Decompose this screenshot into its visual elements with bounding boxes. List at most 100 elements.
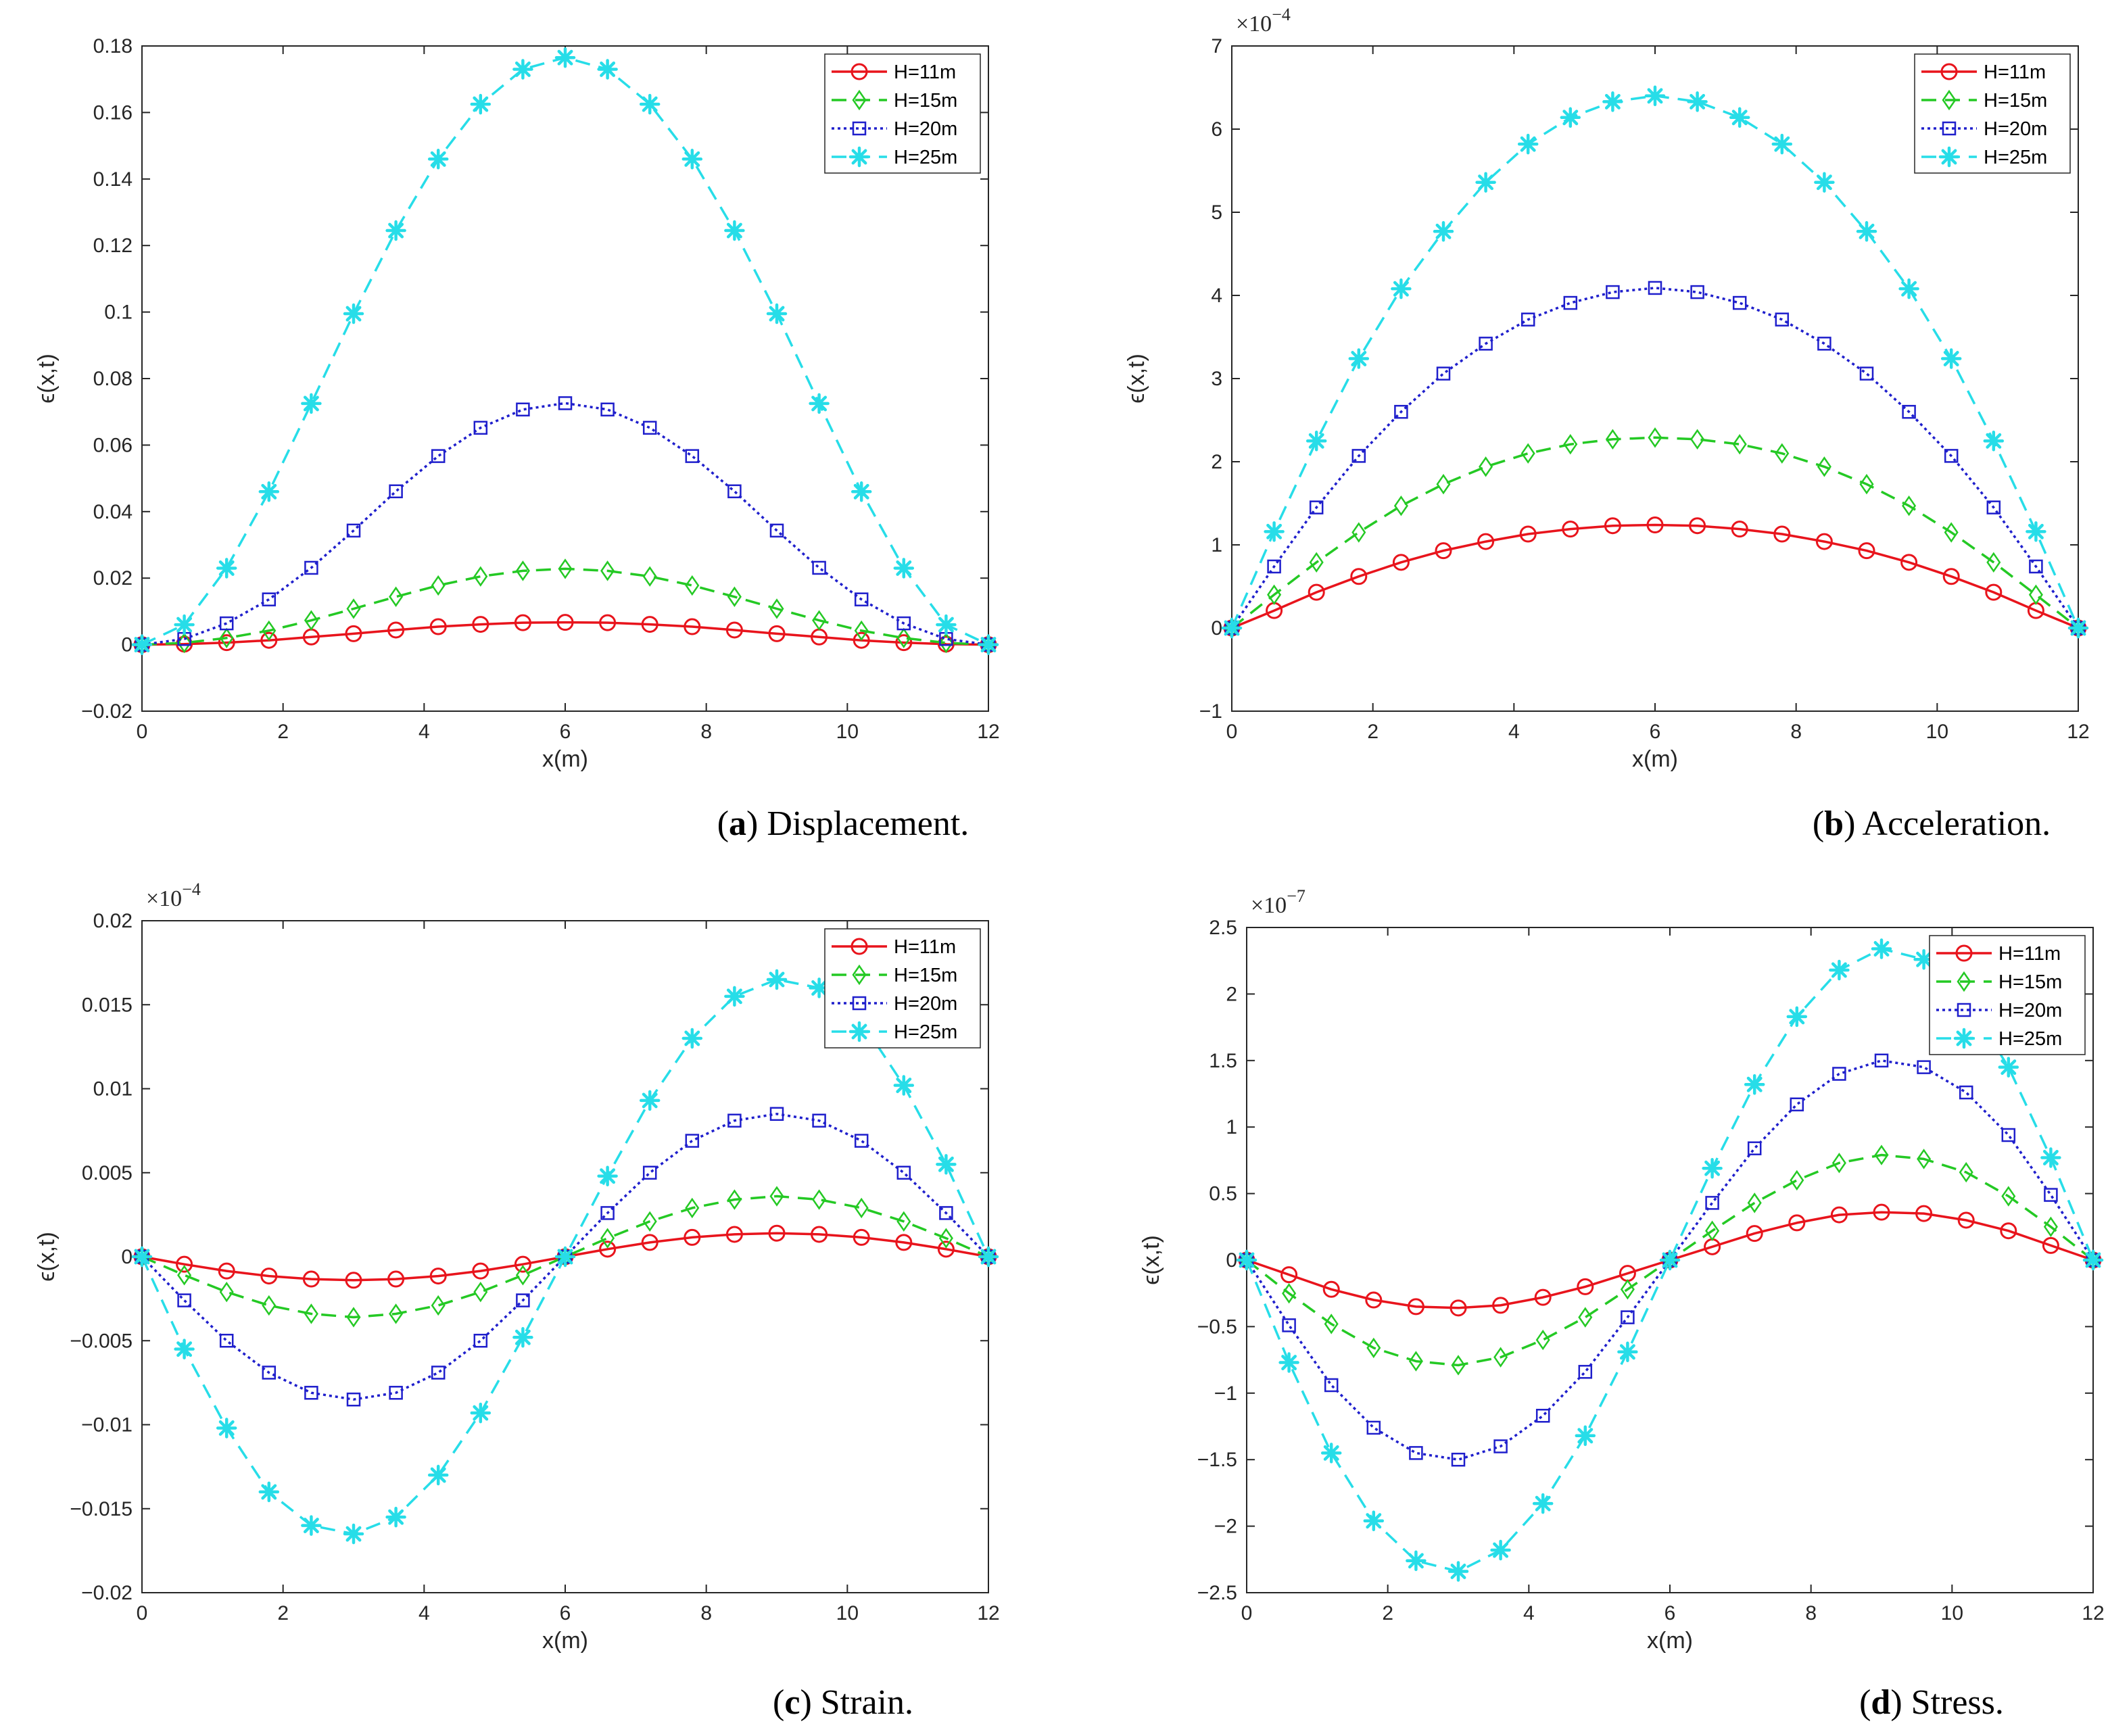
- data-point: [1957, 1211, 1975, 1229]
- y-tick-label: −1.5: [1197, 1449, 1237, 1471]
- data-point: [1519, 525, 1537, 543]
- panel-caption: (d) Stress.: [1859, 1683, 2004, 1722]
- y-tick-label: −1: [1199, 700, 1222, 723]
- legend-swatch-marker: [852, 996, 867, 1011]
- data-point: [684, 1228, 701, 1246]
- data-point: [387, 1270, 405, 1288]
- x-tick-label: 2: [1382, 1602, 1393, 1624]
- series-line: [1230, 436, 2080, 629]
- x-axis-label: x(m): [542, 746, 588, 772]
- data-point: [470, 1402, 492, 1424]
- y-tick-label: 0.5: [1209, 1183, 1237, 1205]
- data-point: [1520, 312, 1535, 327]
- data-point: [1747, 1192, 1762, 1213]
- legend-swatch-marker: [1953, 1028, 1975, 1049]
- legend-swatch-marker: [851, 938, 868, 955]
- panel-caption: (c) Strain.: [773, 1683, 913, 1722]
- data-point: [854, 620, 869, 642]
- data-point: [1475, 172, 1496, 193]
- data-point: [1771, 133, 1793, 155]
- data-point: [812, 1189, 827, 1210]
- legend: H=11m H=15m H=20m H=25m: [1929, 935, 2086, 1055]
- data-point: [1406, 1550, 1427, 1572]
- data-point: [1815, 533, 1833, 550]
- panel-caption-letter: d: [1871, 1683, 1890, 1722]
- data-point: [258, 481, 280, 502]
- data-point: [1280, 1266, 1298, 1284]
- data-point: [896, 627, 911, 648]
- legend-label: H=25m: [894, 147, 957, 168]
- y-tick-label: 0.18: [93, 35, 133, 57]
- data-point: [809, 978, 830, 998]
- series-line: [141, 402, 989, 646]
- y-tick-label: 0.01: [93, 1078, 133, 1101]
- data-point: [131, 634, 153, 655]
- data-point: [1391, 278, 1412, 299]
- data-point: [1560, 107, 1581, 128]
- data-point: [1746, 1225, 1763, 1243]
- data-point: [473, 420, 488, 435]
- y-tick-label: 6: [1211, 118, 1222, 141]
- panel-caption-letter: c: [784, 1683, 800, 1722]
- data-point: [978, 634, 999, 655]
- data-point: [1705, 1220, 1720, 1241]
- data-point: [1944, 449, 1959, 463]
- legend-label: H=25m: [894, 1021, 957, 1043]
- data-point: [895, 634, 913, 652]
- data-point: [262, 1366, 277, 1380]
- data-point: [1788, 1214, 1806, 1232]
- legend-label: H=20m: [894, 993, 957, 1015]
- y-tick-label: −2: [1214, 1516, 1237, 1538]
- legend-label: H=20m: [1984, 118, 2047, 140]
- x-tick-label: 0: [1226, 721, 1238, 743]
- data-point: [304, 610, 318, 631]
- y-tick-label: 1: [1211, 534, 1222, 556]
- data-point: [1363, 1510, 1385, 1531]
- x-tick-label: 6: [1664, 1602, 1676, 1624]
- data-point: [1986, 500, 2001, 514]
- legend-label: H=25m: [1998, 1028, 2062, 1050]
- data-point: [600, 402, 615, 417]
- data-point: [1702, 1157, 1723, 1179]
- data-point: [218, 1262, 235, 1280]
- data-point: [1617, 1341, 1638, 1363]
- data-point: [1604, 517, 1621, 535]
- data-point: [896, 1211, 911, 1232]
- data-point: [1831, 1153, 1846, 1174]
- data-point: [1917, 1149, 1932, 1170]
- data-point: [1705, 1196, 1719, 1210]
- data-point: [1648, 281, 1662, 295]
- y-tick-label: 7: [1211, 35, 1222, 57]
- data-point: [1605, 429, 1620, 450]
- data-point: [1898, 278, 1919, 299]
- data-point: [893, 558, 915, 579]
- data-point: [304, 560, 318, 575]
- x-tick-label: 0: [1241, 1602, 1253, 1624]
- x-axis-label: x(m): [1647, 1628, 1693, 1654]
- data-point: [1790, 1170, 1804, 1191]
- data-point: [1267, 559, 1281, 574]
- data-point: [2028, 584, 2043, 605]
- legend-swatch-marker: [1940, 63, 1958, 80]
- data-point: [1407, 1298, 1424, 1316]
- data-point: [1366, 1420, 1381, 1435]
- data-point: [554, 1246, 576, 1268]
- data-point: [2044, 1188, 2058, 1202]
- data-point: [812, 1113, 826, 1128]
- series-line: [141, 621, 989, 646]
- series-H=20m: [1224, 281, 2086, 635]
- data-point: [599, 614, 617, 631]
- y-tick-label: −0.005: [70, 1330, 133, 1352]
- legend-label: H=25m: [1984, 147, 2047, 168]
- y-tick-label: −0.02: [81, 1582, 133, 1604]
- data-point: [641, 1234, 658, 1251]
- legend-swatch-marker: [1938, 146, 1960, 168]
- y-tick-label: 0: [121, 1246, 133, 1268]
- data-point: [727, 484, 742, 499]
- data-point: [1436, 366, 1451, 381]
- data-point: [642, 566, 657, 587]
- y-tick-label: 0.04: [93, 501, 133, 523]
- data-point: [854, 592, 869, 606]
- data-point: [1732, 433, 1747, 455]
- data-point: [177, 1293, 191, 1307]
